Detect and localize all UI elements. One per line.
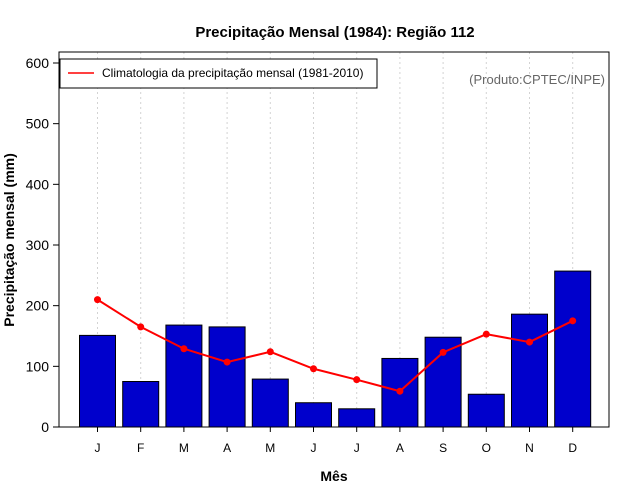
climatology-point-10	[482, 330, 490, 338]
climatology-point-6	[310, 365, 317, 373]
x-tick-label: A	[223, 441, 231, 455]
x-tick-label: M	[179, 441, 189, 455]
y-tick-label: 100	[26, 358, 50, 374]
chart-title: Precipitação Mensal (1984): Região 112	[195, 24, 474, 41]
x-axis-label: Mês	[320, 468, 347, 484]
bar-12	[554, 270, 592, 428]
x-tick-label: J	[311, 441, 317, 455]
y-tick-label: 600	[26, 55, 50, 71]
climatology-point-3	[180, 345, 188, 353]
bar-11	[511, 313, 548, 428]
bar-7	[338, 408, 376, 428]
y-axis: 0 100 200 300 400 500 600	[26, 55, 59, 435]
x-tick-label: F	[137, 441, 144, 455]
bar-5	[251, 378, 289, 428]
climatology-point-5	[266, 348, 274, 356]
bars	[79, 270, 592, 428]
y-tick-label: 400	[26, 176, 50, 192]
x-tick-label: J	[95, 441, 101, 455]
legend: Climatologia da precipitação mensal (198…	[59, 58, 378, 89]
climatology-point-8	[396, 387, 404, 395]
climatology-point-12	[569, 317, 577, 325]
climatology-point-11	[526, 338, 533, 346]
bar-3	[165, 324, 203, 428]
x-tick-label: M	[265, 441, 275, 455]
x-tick-label: O	[482, 441, 491, 455]
climatology-line	[94, 296, 577, 395]
x-tick-label: S	[439, 441, 447, 455]
bar-1	[79, 334, 116, 428]
legend-box	[59, 58, 378, 89]
climatology-point-2	[137, 323, 145, 331]
x-tick-label: A	[396, 441, 404, 455]
y-tick-label: 200	[26, 298, 50, 314]
x-tick-label: D	[568, 441, 577, 455]
climatology-point-7	[353, 376, 361, 384]
climatology-point-4	[223, 358, 231, 366]
x-tick-label: N	[525, 441, 534, 455]
x-tick-label: J	[354, 441, 360, 455]
bar-10	[467, 393, 505, 428]
climatology-point-9	[439, 348, 447, 356]
climatology-polyline	[96, 298, 574, 393]
climatology-point-1	[94, 296, 101, 304]
y-tick-label: 0	[41, 419, 49, 435]
y-axis-label: Precipitação mensal (mm)	[1, 153, 17, 327]
plot-frame	[58, 51, 610, 428]
y-tick-label: 300	[26, 237, 50, 253]
bar-2	[122, 381, 160, 428]
legend-label: Climatologia da precipitação mensal (198…	[102, 66, 363, 80]
credit-text: (Produto:CPTEC/INPE)	[469, 72, 605, 87]
y-tick-label: 500	[26, 116, 50, 132]
bar-6	[295, 402, 332, 428]
bar-4	[208, 326, 246, 428]
